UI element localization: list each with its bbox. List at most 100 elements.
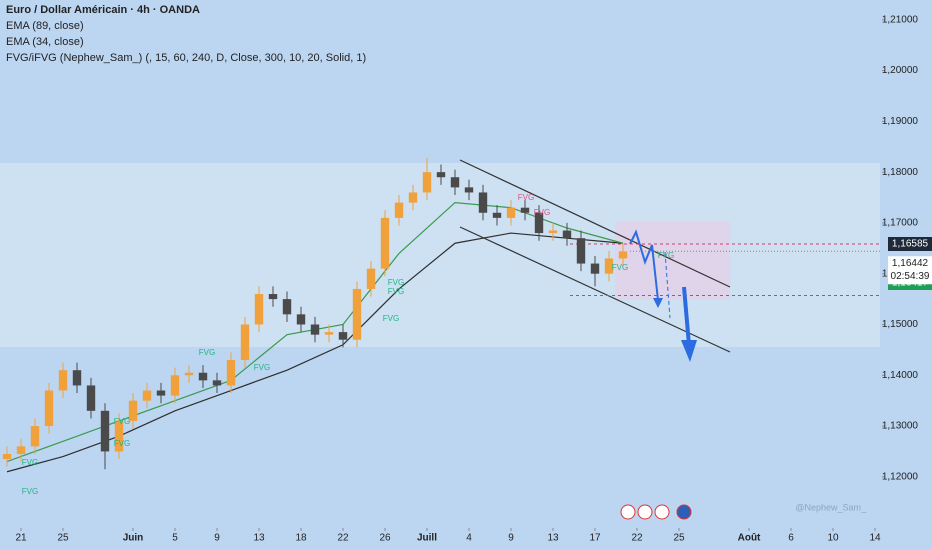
candle-body: [254, 294, 264, 325]
fvg-label: FVG: [22, 487, 38, 496]
y-tick-label: 1,12000: [882, 471, 919, 482]
x-tick-label: 4: [466, 533, 472, 544]
candle-body: [492, 212, 502, 218]
target-zone: [615, 222, 730, 300]
candle-body: [184, 372, 194, 376]
last-price-label: 1,16442: [892, 258, 929, 269]
y-tick-label: 1,15000: [882, 319, 919, 330]
fvg-label: FVG: [388, 287, 404, 296]
candle-body: [100, 410, 110, 452]
fvg-label: FVG: [518, 193, 534, 202]
candle-body: [198, 372, 208, 381]
candle-body: [72, 370, 82, 386]
candle-body: [464, 187, 474, 193]
y-tick-label: 1,19000: [882, 116, 919, 127]
candle-body: [576, 238, 586, 264]
candle-body: [156, 390, 166, 396]
arrow-head: [653, 298, 663, 308]
x-tick-label: 9: [214, 533, 220, 544]
candle-body: [268, 294, 278, 300]
candle-body: [436, 172, 446, 178]
candle-body: [604, 258, 614, 274]
candle-body: [394, 202, 404, 218]
last-price-box: [888, 256, 932, 285]
x-tick-label: 21: [15, 533, 27, 544]
channel-lower: [459, 226, 731, 353]
y-tick-label: 1,18000: [882, 167, 919, 178]
big-arrow: [682, 286, 691, 346]
candle-body: [338, 332, 348, 340]
x-tick-label: 22: [337, 533, 349, 544]
candle-body: [30, 426, 40, 447]
countdown: 02:54:39: [891, 271, 930, 282]
fvg-label: FVG: [114, 417, 130, 426]
candle-body: [352, 288, 362, 340]
x-tick-label: 6: [788, 533, 794, 544]
candle-body: [58, 370, 68, 391]
candle-body: [534, 212, 544, 234]
x-tick-label: 13: [547, 533, 559, 544]
icon: [620, 504, 636, 520]
candle-body: [548, 230, 558, 234]
event-icons: [620, 504, 692, 520]
y-tick-label: 1,17000: [882, 218, 919, 229]
candle-body: [16, 446, 26, 454]
fvg-label: FVG: [199, 348, 215, 357]
candle-body: [324, 332, 334, 335]
candle-body: [226, 360, 236, 386]
x-tick-label: 25: [673, 533, 685, 544]
y-tick-label: 1,21000: [882, 14, 919, 25]
fvg-label: FVG: [254, 363, 270, 372]
fvg-label: FVG: [612, 263, 628, 272]
candle-body: [2, 453, 12, 460]
candle-body: [310, 324, 320, 335]
x-tick-label: Juill: [417, 533, 437, 544]
candle-body: [520, 207, 530, 213]
fvg-label: FVG: [388, 278, 404, 287]
fvg-label: FVG: [383, 314, 399, 323]
candle-body: [240, 324, 250, 361]
candle-body: [408, 192, 418, 203]
x-tick-label: 22: [631, 533, 643, 544]
projection-arrow: [629, 229, 659, 301]
candle-body: [282, 299, 292, 315]
candle-body: [562, 230, 572, 239]
y-tick-label: 1,20000: [882, 65, 919, 76]
candle-body: [450, 177, 460, 188]
candle-body: [114, 420, 124, 452]
x-tick-label: 18: [295, 533, 307, 544]
candle-body: [478, 192, 488, 213]
candle-body: [296, 314, 306, 325]
legend-entry: EMA (34, close): [6, 36, 84, 48]
candle-body: [590, 263, 600, 274]
x-tick-label: Juin: [123, 533, 144, 544]
x-tick-label: Août: [738, 533, 761, 544]
fvg-label: FVG: [534, 208, 550, 217]
icon: [676, 504, 692, 520]
x-tick-label: 9: [508, 533, 514, 544]
candle-body: [86, 385, 96, 411]
candle-body: [618, 251, 628, 259]
y-tick-label: 1,14000: [882, 370, 919, 381]
candle-body: [170, 375, 180, 396]
candle-body: [142, 390, 152, 401]
candle-body: [506, 207, 516, 218]
chart-title: Euro / Dollar Américain · 4h · OANDA: [6, 4, 200, 16]
x-tick-label: 17: [589, 533, 601, 544]
legend-entry: EMA (89, close): [6, 20, 84, 32]
candle-body: [422, 172, 432, 193]
fvg-label: FVG: [658, 251, 674, 260]
fvg-label: FVG: [22, 458, 38, 467]
level-label: 1,16585: [892, 239, 929, 250]
icon: [654, 504, 670, 520]
candle-body: [380, 217, 390, 269]
level-box: [888, 237, 932, 252]
x-tick-label: 13: [253, 533, 265, 544]
candle-body: [366, 268, 376, 289]
icon: [637, 504, 653, 520]
x-tick-label: 26: [379, 533, 391, 544]
x-tick-label: 14: [869, 533, 881, 544]
channel-upper: [459, 159, 731, 288]
watermark: @Nephew_Sam_: [795, 502, 867, 512]
candle-body: [44, 390, 54, 427]
